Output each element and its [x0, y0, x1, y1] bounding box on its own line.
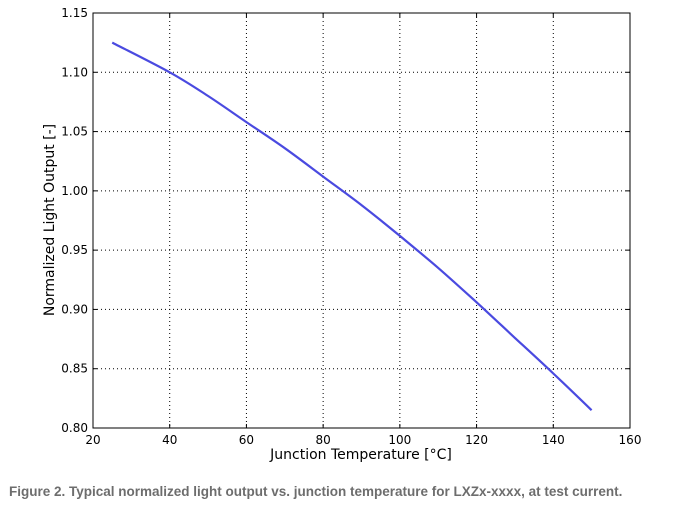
y-tick-label: 0.95 — [61, 243, 88, 257]
y-tick-label: 0.80 — [61, 421, 88, 435]
plot-frame — [92, 12, 631, 429]
y-tick-label: 1.00 — [61, 184, 88, 198]
chart: 20 40 60 80 100 120 140 160 0.80 0.85 0.90 0.95 1.00… — [42, 6, 641, 463]
x-tick-label: 60 — [239, 433, 254, 447]
ticks: 20 40 60 80 100 120 140 160 0.80 0.85 0.90 0.95 1.00… — [61, 6, 641, 447]
x-tick-label: 20 — [85, 433, 100, 447]
x-tick-label: 120 — [465, 433, 488, 447]
grid — [93, 13, 630, 428]
series — [111, 41, 593, 411]
x-tick-label: 160 — [619, 433, 642, 447]
y-tick-label: 1.05 — [61, 125, 88, 139]
x-tick-label: 140 — [542, 433, 565, 447]
y-tick-label: 1.15 — [61, 6, 88, 20]
x-axis-label: Junction Temperature [°C] — [269, 447, 452, 463]
figure-caption: Figure 2. Typical normalized light outpu… — [9, 484, 623, 499]
y-axis-label: Normalized Light Output [-] — [42, 124, 58, 316]
x-tick-label: 80 — [316, 433, 331, 447]
y-tick-label: 0.90 — [61, 302, 88, 316]
series-line — [111, 41, 593, 411]
x-tick-label: 100 — [388, 433, 411, 447]
y-tick-label: 1.10 — [61, 65, 88, 79]
x-tick-label: 40 — [162, 433, 177, 447]
y-tick-label: 0.85 — [61, 362, 88, 376]
